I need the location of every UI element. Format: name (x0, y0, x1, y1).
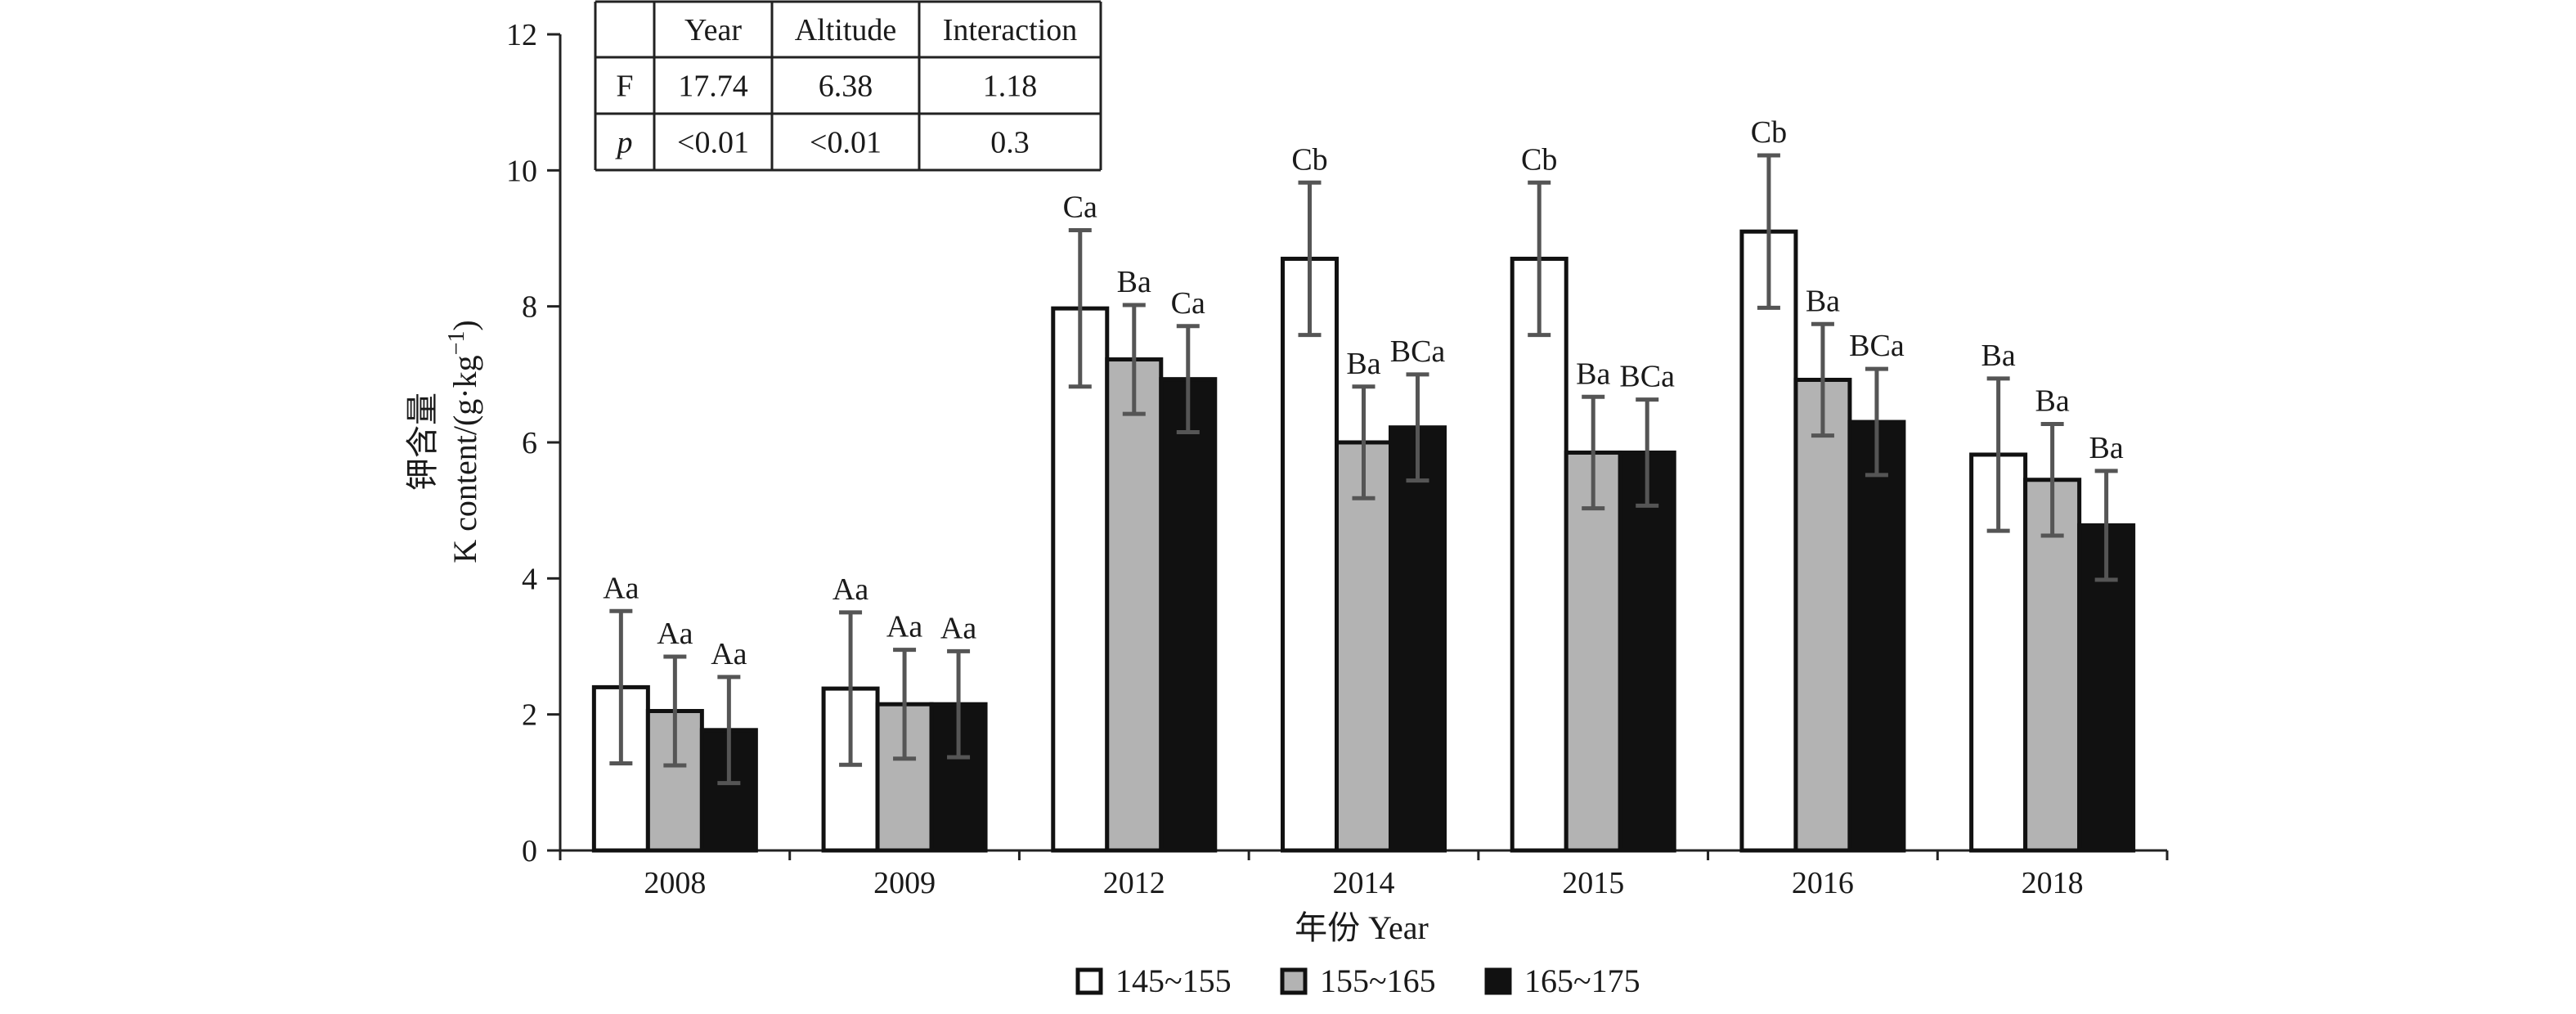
x-tick-label: 2014 (1333, 866, 1395, 900)
table-cell: F (616, 70, 633, 104)
significance-label: Aa (711, 637, 747, 671)
x-tick-label: 2015 (1562, 866, 1624, 900)
significance-label: Ba (1806, 284, 1840, 318)
legend-swatch (1280, 967, 1308, 995)
bar (1159, 377, 1218, 853)
significance-label: Ba (1576, 357, 1610, 391)
significance-label: Cb (1751, 115, 1787, 150)
significance-label: BCa (1619, 360, 1675, 394)
significance-label: Ba (2035, 384, 2070, 419)
y-axis-title-cn: 钾含量 (404, 393, 441, 491)
significance-label: Aa (832, 572, 868, 607)
significance-label: BCa (1849, 329, 1905, 363)
x-tick-label: 2012 (1103, 866, 1165, 900)
legend: 145~155 155~165 165~175 (1075, 962, 1640, 999)
significance-label: Ba (1346, 347, 1380, 381)
y-tick-label: 2 (522, 698, 537, 733)
significance-label: Aa (886, 610, 922, 644)
y-tick-label: 0 (522, 834, 537, 868)
y-axis-title-exponent: −1 (444, 331, 469, 356)
significance-label: Ba (1117, 265, 1151, 299)
x-axis-ticks: 2008 2009 2012 2014 2015 2016 2018 (559, 850, 2169, 900)
table-cell: 1.18 (983, 70, 1038, 104)
significance-label: Aa (603, 571, 639, 605)
legend-swatch (1484, 967, 1512, 995)
table-cell: 0.3 (990, 126, 1030, 160)
significance-label: BCa (1390, 334, 1446, 369)
bar (1793, 377, 1852, 853)
bar (1281, 256, 1339, 853)
significance-label: Ba (2089, 431, 2124, 465)
y-axis-title-en-main: K content/(g·kg (447, 355, 483, 563)
legend-label: 145~155 (1115, 962, 1232, 999)
y-axis-title-close: ) (447, 320, 483, 330)
y-axis-title-en: K content/(g·kg−1) (444, 320, 484, 563)
y-axis-title: 钾含量 K content/(g·kg−1) (404, 320, 483, 563)
y-tick-label: 10 (506, 154, 537, 188)
y-tick-label: 6 (522, 426, 537, 460)
significance-label: Ca (1171, 286, 1205, 321)
table-cell: 6.38 (819, 70, 873, 104)
y-tick-label: 4 (522, 562, 537, 596)
table-cell: <0.01 (810, 126, 882, 160)
significance-label: Aa (940, 611, 976, 645)
x-tick-label: 2009 (873, 866, 936, 900)
bar (1335, 440, 1393, 853)
legend-swatch (1075, 967, 1103, 995)
bar-marks: Aa Aa Aa Aa Aa Aa Ca Ba Ca Cb Ba BCa Cb Ba BCa Cb Ba BCa B… (591, 115, 2136, 853)
table-cell: <0.01 (677, 126, 749, 160)
y-tick-label: 12 (506, 18, 537, 52)
legend-label: 155~165 (1320, 962, 1436, 999)
bar (1739, 229, 1798, 853)
x-tick-label: 2016 (1792, 866, 1854, 900)
significance-label: Cb (1291, 142, 1327, 177)
bar (1847, 420, 1906, 853)
table-header-cell: Interaction (943, 13, 1078, 47)
bar (1105, 357, 1164, 853)
significance-label: Ca (1063, 191, 1097, 225)
legend-label: 165~175 (1524, 962, 1640, 999)
x-axis-title: 年份 Year (1295, 909, 1429, 946)
x-tick-label: 2018 (2022, 866, 2084, 900)
table-header-cell: Year (684, 13, 742, 47)
bar (1564, 450, 1622, 853)
bar (1510, 256, 1568, 853)
y-tick-label: 8 (522, 290, 537, 325)
significance-label: Aa (657, 617, 693, 651)
significance-label: Cb (1521, 142, 1557, 177)
bar (1618, 450, 1676, 853)
table-header-cell: Altitude (795, 13, 897, 47)
table-cell: p (615, 126, 633, 160)
x-tick-label: 2008 (644, 866, 706, 900)
bar (1389, 425, 1447, 853)
significance-label: Ba (1981, 339, 2016, 373)
table-cell: 17.74 (678, 70, 748, 104)
anova-stats-table: Year Altitude Interaction F 17.74 6.38 1.18 p <0… (594, 0, 1102, 172)
bar (1051, 306, 1110, 853)
y-axis-ticks: 0 2 4 6 8 10 12 (506, 18, 560, 868)
